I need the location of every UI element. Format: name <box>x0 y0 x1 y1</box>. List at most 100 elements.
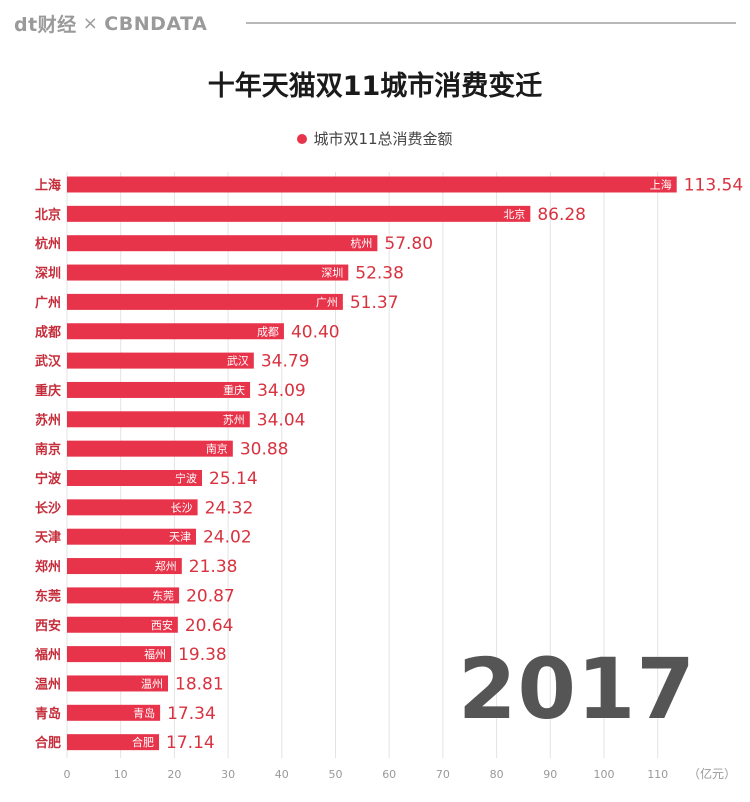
value-label: 57.80 <box>384 234 433 254</box>
chart-legend: 城市双11总消费金额 <box>0 128 750 149</box>
brand-partner: CBNDATA <box>104 12 208 35</box>
value-label: 19.38 <box>178 645 227 665</box>
bar <box>67 176 677 193</box>
bar <box>67 734 160 751</box>
bar <box>67 646 172 663</box>
bar-inner-label: 杭州 <box>350 236 372 250</box>
x-tick-label: 50 <box>329 768 343 781</box>
value-label: 24.02 <box>203 528 252 548</box>
city-label: 宁波 <box>35 471 62 487</box>
brand-separator: × <box>82 13 99 34</box>
bar <box>67 704 161 721</box>
value-label: 34.04 <box>257 410 306 430</box>
bar <box>67 440 233 457</box>
bar <box>67 235 378 252</box>
bar-inner-label: 温州 <box>141 677 163 690</box>
bar-inner-label: 北京 <box>503 207 525 221</box>
x-tick-label: 90 <box>543 768 557 781</box>
bar-inner-label: 深圳 <box>321 267 343 280</box>
bar-inner-label: 成都 <box>257 325 279 338</box>
value-label: 17.14 <box>166 733 215 753</box>
value-label: 18.81 <box>175 674 224 694</box>
city-label: 杭州 <box>35 236 61 252</box>
value-label: 34.09 <box>257 381 306 401</box>
city-label: 深圳 <box>35 266 61 282</box>
bar-inner-label: 福州 <box>144 647 166 661</box>
bar-inner-label: 重庆 <box>223 383 245 397</box>
bar-inner-label: 青岛 <box>133 706 155 720</box>
bar <box>67 470 203 486</box>
bar <box>67 499 198 516</box>
city-label: 长沙 <box>35 500 61 516</box>
value-label: 17.34 <box>167 704 216 724</box>
bar <box>67 528 196 545</box>
brand-logo: dt财经 × CBNDATA <box>14 10 207 37</box>
x-tick-label: 0 <box>64 768 71 781</box>
city-label: 天津 <box>35 530 61 546</box>
x-tick-label: 20 <box>167 768 181 781</box>
x-tick-label: 100 <box>594 768 615 781</box>
city-label: 武汉 <box>35 354 62 370</box>
value-label: 21.38 <box>189 557 238 577</box>
bar <box>67 293 343 310</box>
city-label: 广州 <box>35 295 61 311</box>
value-label: 20.64 <box>185 616 234 636</box>
legend-label: 城市双11总消费金额 <box>313 130 453 148</box>
bar-inner-label: 东莞 <box>152 589 174 602</box>
x-tick-label: 60 <box>382 768 396 781</box>
bar <box>67 205 531 222</box>
bar-inner-label: 武汉 <box>227 355 249 368</box>
x-tick-label: 40 <box>275 768 289 781</box>
bar <box>67 381 251 398</box>
value-label: 40.40 <box>291 322 340 342</box>
city-label: 成都 <box>35 324 61 340</box>
bar <box>67 411 250 428</box>
x-tick-label: 80 <box>490 768 504 781</box>
city-label: 温州 <box>35 677 61 692</box>
city-label: 东莞 <box>35 588 61 604</box>
value-label: 113.54 <box>684 176 743 196</box>
value-label: 30.88 <box>240 440 289 460</box>
city-label: 合肥 <box>35 735 61 751</box>
bar-inner-label: 南京 <box>206 442 228 456</box>
city-label: 重庆 <box>35 383 61 399</box>
year-label: 2017 <box>458 640 696 738</box>
bar-inner-label: 上海 <box>650 178 672 192</box>
bar-inner-label: 天津 <box>169 531 191 544</box>
bar <box>67 558 182 575</box>
bar-inner-label: 广州 <box>316 296 338 309</box>
bar-inner-label: 苏州 <box>223 413 245 426</box>
value-label: 34.79 <box>261 352 310 372</box>
bar <box>67 352 254 369</box>
value-label: 52.38 <box>355 264 404 284</box>
value-label: 20.87 <box>186 586 235 606</box>
city-label: 北京 <box>35 207 61 223</box>
header-divider <box>246 22 736 24</box>
bar-inner-label: 宁波 <box>175 471 197 485</box>
city-label: 福州 <box>34 647 61 663</box>
value-label: 51.37 <box>350 293 399 313</box>
brand-name: dt财经 <box>14 14 77 36</box>
value-label: 24.32 <box>205 498 254 518</box>
bar-inner-label: 合肥 <box>132 735 154 749</box>
value-label: 25.14 <box>209 469 258 489</box>
x-unit-label: （亿元） <box>688 766 736 781</box>
city-label: 西安 <box>35 618 61 634</box>
city-label: 青岛 <box>35 706 61 722</box>
city-label: 南京 <box>35 442 61 458</box>
chart-title: 十年天猫双11城市消费变迁 <box>207 71 543 102</box>
x-tick-label: 70 <box>436 768 450 781</box>
bar <box>67 675 169 692</box>
bar <box>67 323 284 340</box>
bar <box>67 587 180 604</box>
legend-dot-icon <box>297 133 308 144</box>
city-label: 苏州 <box>35 412 61 428</box>
bar-inner-label: 长沙 <box>171 501 193 514</box>
value-label: 86.28 <box>537 205 586 225</box>
city-label: 郑州 <box>35 559 61 575</box>
x-tick-label: 10 <box>114 768 128 781</box>
bar-inner-label: 郑州 <box>155 559 177 573</box>
bar-inner-label: 西安 <box>151 618 173 632</box>
x-tick-label: 30 <box>221 768 235 781</box>
